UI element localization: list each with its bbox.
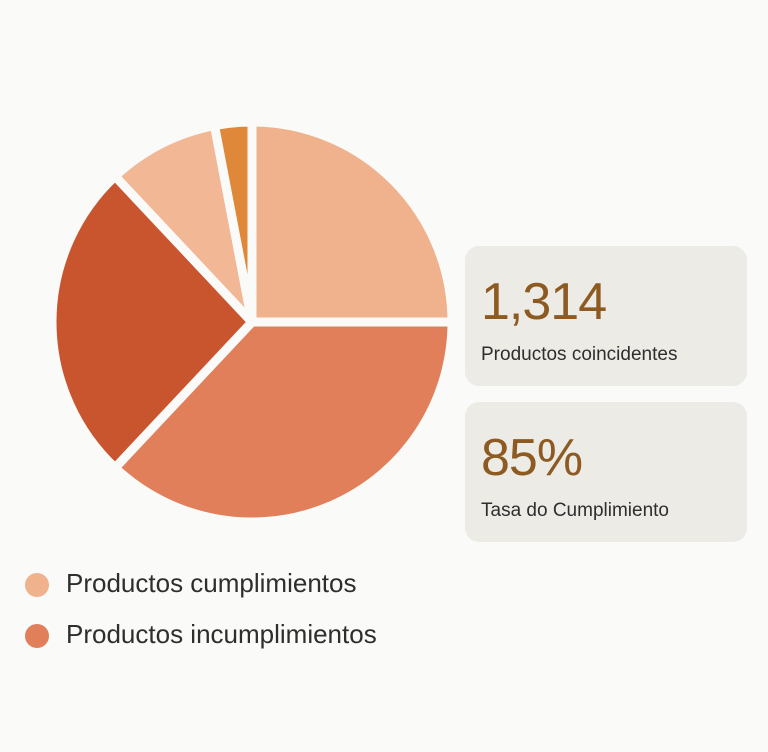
stat-label: Tasa do Cumplimiento: [481, 500, 669, 521]
stat-card: 85% Tasa do Cumplimiento: [465, 402, 747, 542]
stat-card: 1,314 Productos coincidentes: [465, 246, 747, 386]
legend-label: Productos incumplimientos: [66, 619, 377, 649]
stat-value: 85%: [481, 429, 583, 487]
stat-value: 1,314: [481, 273, 607, 331]
pie-slice: [247, 117, 457, 327]
legend-marker: [25, 624, 49, 648]
pie-slice: [210, 117, 257, 327]
stat-label: Productos coincidentes: [481, 344, 678, 365]
legend-marker: [25, 573, 49, 597]
pie-slice: [47, 171, 257, 473]
legend-label: Productos cumplimientos: [66, 568, 356, 598]
pie-slice: [110, 317, 457, 527]
